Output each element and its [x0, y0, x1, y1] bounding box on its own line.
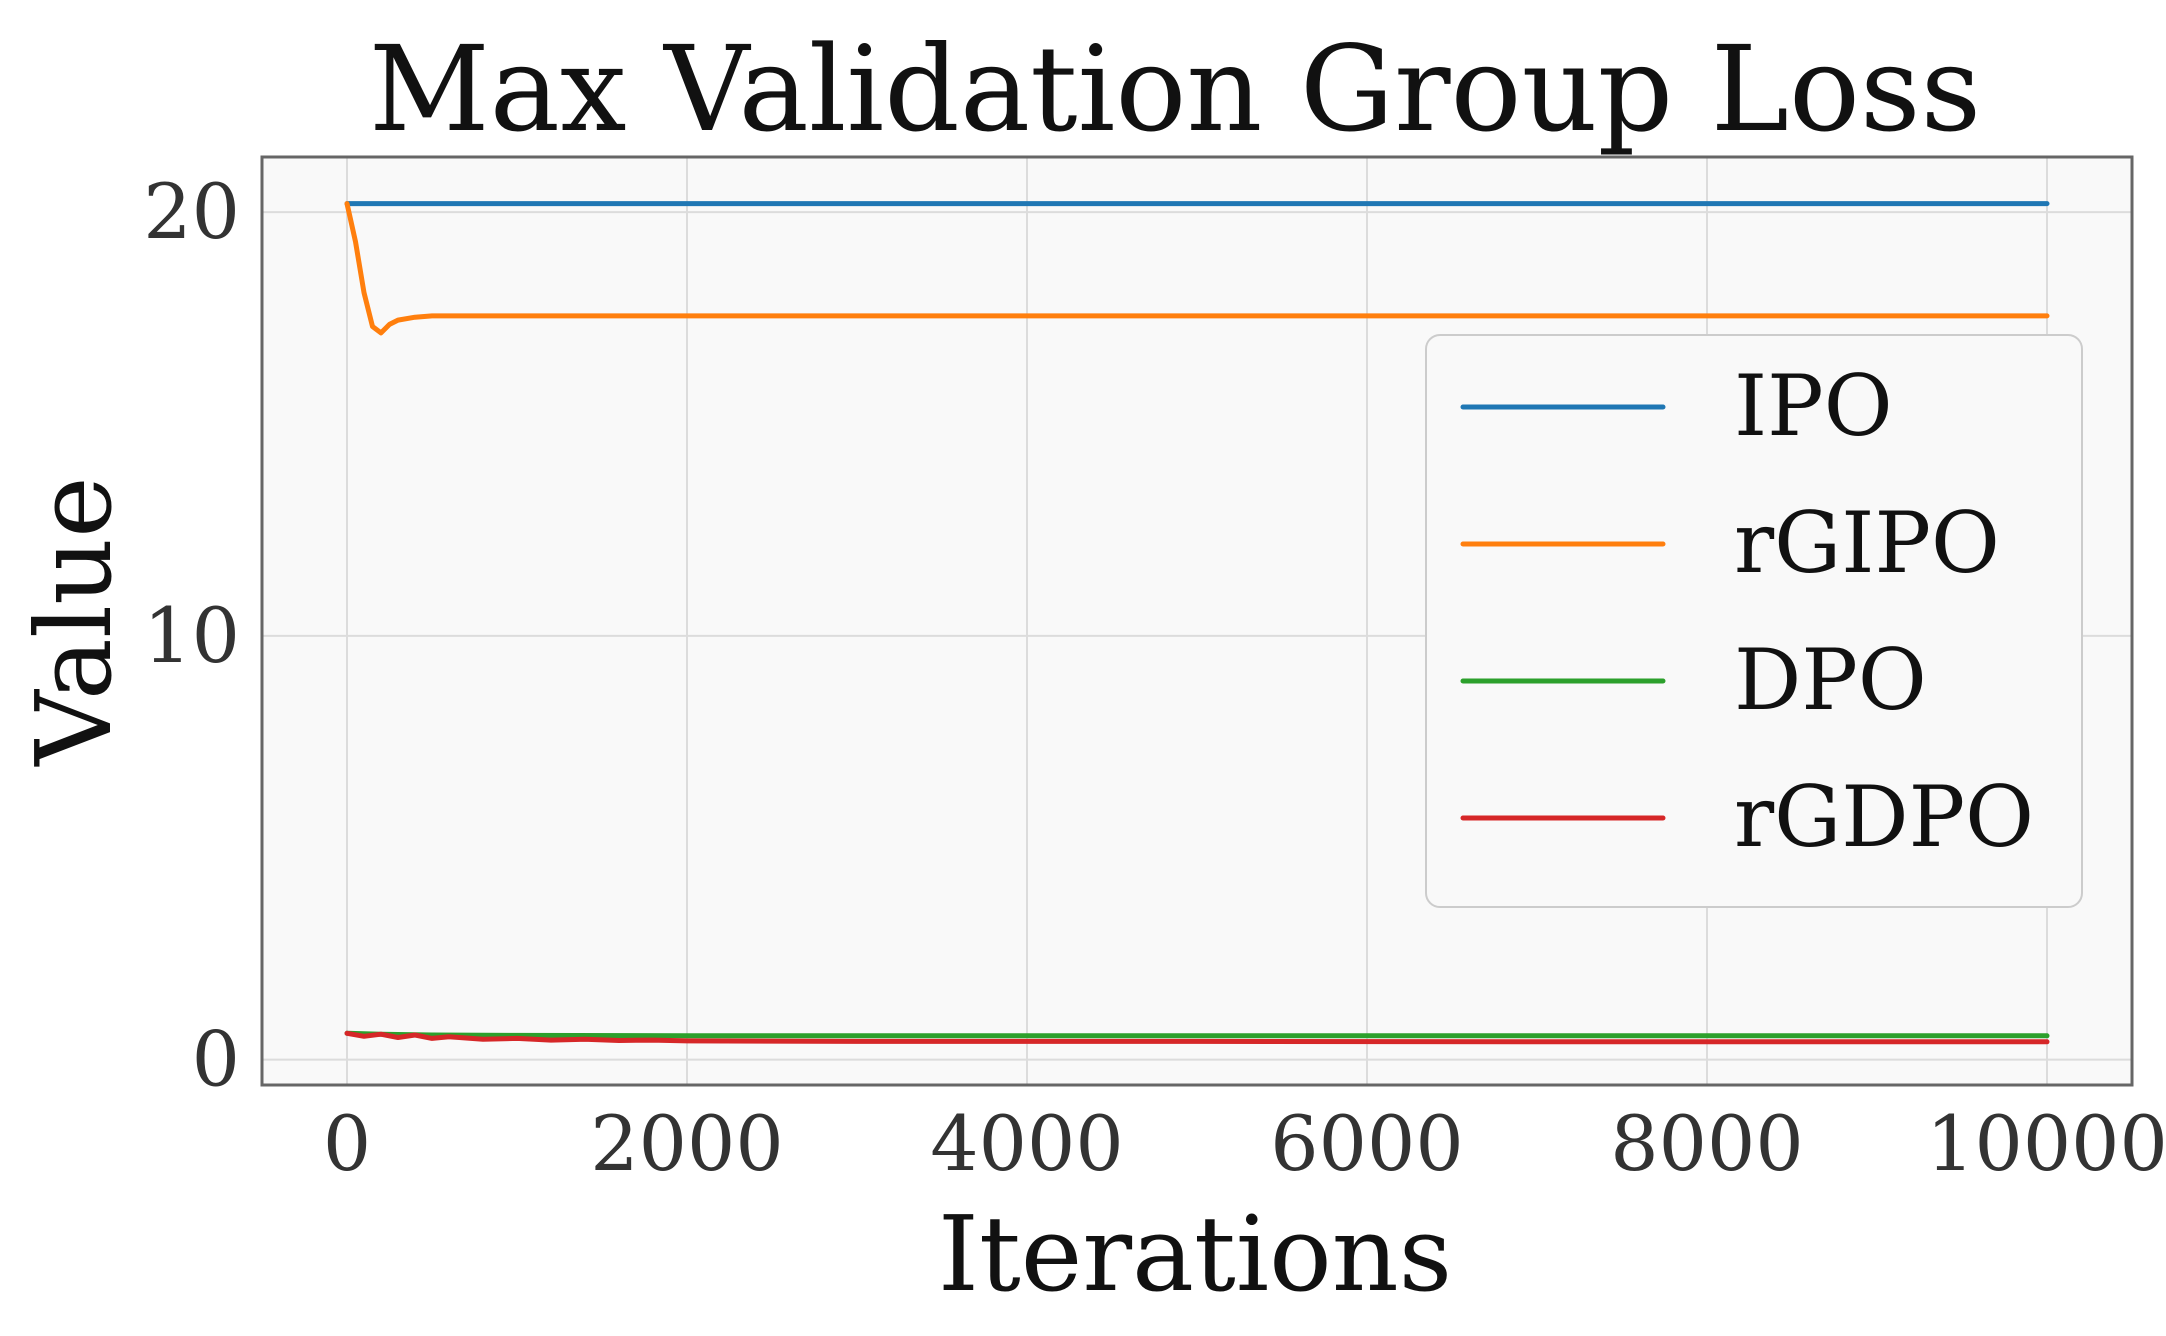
y-tick-label: 10	[143, 591, 240, 680]
x-tick-label: 10000	[1926, 1099, 2166, 1188]
legend-label-dpo: DPO	[1734, 631, 1927, 729]
y-tick-labels: 0 10 20	[143, 167, 240, 1103]
x-axis-label: Iterations	[938, 1193, 1452, 1315]
y-tick-label: 20	[143, 167, 240, 256]
x-tick-label: 0	[323, 1099, 371, 1188]
legend-box	[1425, 334, 2083, 908]
x-tick-label: 4000	[930, 1099, 1123, 1188]
x-tick-labels: 0 2000 4000 6000 8000 10000	[323, 1099, 2166, 1188]
x-tick-label: 2000	[590, 1099, 783, 1188]
x-tick-label: 8000	[1610, 1099, 1803, 1188]
legend-label-rgipo: rGIPO	[1734, 494, 2000, 592]
plot-frame	[260, 155, 2134, 1087]
legend: IPO rGIPO DPO rGDPO	[1425, 334, 2083, 908]
y-axis-label: Value	[13, 476, 135, 767]
x-tick-label: 6000	[1270, 1099, 1463, 1188]
series-line-rgipo	[344, 201, 2050, 336]
legend-label-rgdpo: rGDPO	[1734, 768, 2034, 866]
chart-title: Max Validation Group Loss	[369, 20, 1981, 158]
y-tick-label: 0	[192, 1015, 240, 1104]
series-line-dpo	[344, 1030, 2050, 1039]
series-line-rgdpo	[344, 1030, 2050, 1045]
legend-label-ipo: IPO	[1734, 357, 1893, 455]
series-lines	[344, 201, 2050, 1045]
